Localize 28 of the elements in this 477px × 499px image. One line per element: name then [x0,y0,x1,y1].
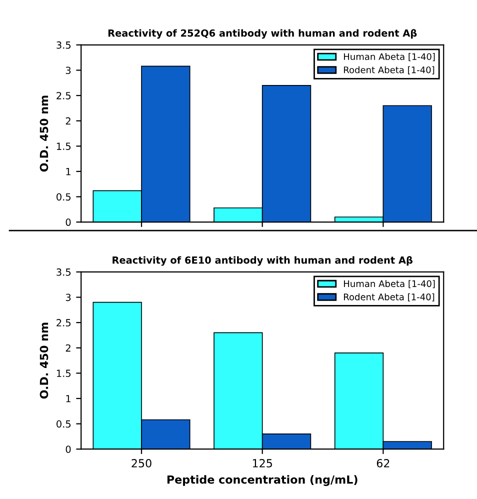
legend-label: Rodent Abeta [1-40] [344,293,434,302]
y-tick-label: 2.5 [56,92,71,100]
y-tick-label: 2 [66,344,70,352]
y-tick-label: 1.5 [56,370,71,378]
y-tick-label: 1 [66,395,70,402]
y-tick-label: 3.5 [56,268,71,276]
y-tick-label: 0.5 [56,193,71,201]
y-tick-label: 3 [66,66,71,74]
y-tick-label: 2.5 [56,319,71,326]
y-tick-label: 3 [66,294,71,302]
y-axis-title: O.D. 450 nm [40,322,48,399]
y-tick-label: 0.5 [56,420,71,428]
legend-label: Human Abeta [1-40] [344,53,435,62]
y-tick-label: 3.5 [56,41,71,49]
legend-label: Human Abeta [1-40] [344,280,435,288]
y-axis-title: O.D. 450 nm [40,96,48,172]
x-tick-label: 125 [252,459,272,468]
y-tick-label: 1 [66,168,70,176]
legend-label: Rodent Abeta [1-40] [344,66,434,74]
y-tick-label: 1.5 [56,142,71,150]
x-tick-label: 250 [132,459,152,468]
x-axis-title: Peptide concentration (ng/mL) [167,475,358,486]
y-tick-label: 0 [66,218,71,226]
chart-title: Reactivity of 6E10 antibody with human and rodent Aβ [112,256,413,266]
x-tick-label: 62 [376,459,390,468]
y-tick-label: 2 [66,117,70,125]
y-tick-label: 0 [66,446,71,453]
chart-title: Reactivity of 252Q6 antibody with human and rodent Aβ [108,29,417,39]
